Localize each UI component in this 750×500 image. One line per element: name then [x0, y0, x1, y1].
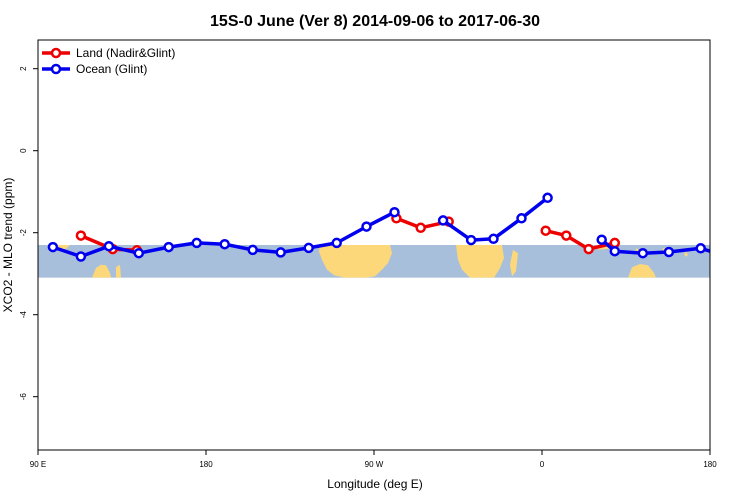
data-point: [561, 230, 572, 241]
data-point: [663, 246, 675, 258]
data-point: [437, 215, 449, 226]
data-point: [303, 242, 314, 254]
y-tick-label: -4: [19, 311, 28, 319]
y-tick-label: -2: [19, 229, 28, 237]
data-point: [133, 247, 145, 259]
y-tick-label: 0: [19, 148, 28, 153]
data-point: [488, 233, 499, 245]
legend-marker: [50, 47, 62, 59]
x-axis-label: Longitude (deg E): [327, 477, 422, 491]
data-point: [540, 225, 551, 236]
map-band: [38, 245, 710, 278]
data-point: [47, 241, 59, 253]
data-point: [191, 237, 202, 249]
land-shape: [456, 245, 504, 278]
data-point: [415, 222, 426, 234]
data-point: [103, 240, 115, 252]
y-axis-label: XCO2 - MLO trend (ppm): [1, 178, 15, 313]
data-point: [465, 234, 477, 246]
x-tick-label: 180: [199, 460, 213, 469]
data-point: [695, 243, 706, 254]
x-tick-label: 0: [540, 460, 545, 469]
data-point: [609, 245, 621, 257]
data-point: [583, 243, 594, 255]
legend-label: Ocean (Glint): [76, 62, 147, 76]
data-point: [723, 253, 731, 261]
series-line: [442, 196, 549, 242]
x-axis: 90 E 180 90 W 0 180: [30, 450, 717, 469]
chart-title: 15S-0 June (Ver 8) 2014-09-06 to 2017-06…: [210, 13, 540, 30]
data-point: [163, 241, 174, 253]
legend: Land (Nadir&Glint) Ocean (Glint): [42, 46, 175, 76]
y-axis: 2 0 -2 -4 -6: [19, 66, 38, 400]
x-tick-label: 90 W: [365, 460, 384, 469]
land-shape: [319, 245, 392, 278]
data-point: [331, 237, 342, 249]
data-point: [389, 206, 400, 218]
land-shape: [684, 251, 688, 257]
data-point: [75, 251, 87, 262]
land-shape: [628, 264, 656, 278]
legend-label: Land (Nadir&Glint): [76, 46, 175, 60]
y-tick-label: 2: [19, 66, 28, 71]
data-point: [361, 221, 372, 232]
land-shape: [510, 249, 518, 277]
series-line: [600, 238, 710, 255]
land-shape: [116, 264, 121, 278]
data-point: [609, 237, 621, 249]
data-point: [596, 234, 607, 245]
data-point: [275, 247, 286, 258]
data-point: [742, 232, 750, 240]
data-point: [219, 238, 230, 250]
series-line: [545, 228, 616, 251]
data-point: [542, 192, 553, 204]
x-tick-label: 90 E: [30, 460, 46, 469]
data-point: [637, 247, 649, 259]
x-tick-label: 180: [703, 460, 717, 469]
legend-marker: [50, 63, 62, 75]
land-shape: [92, 264, 111, 278]
series-layer: [47, 192, 750, 262]
series-ocean-glint-: [47, 192, 731, 262]
data-point: [516, 213, 527, 224]
data-point: [75, 230, 87, 241]
y-tick-label: -6: [19, 393, 28, 401]
series-line: [746, 236, 750, 251]
data-point: [247, 244, 258, 256]
